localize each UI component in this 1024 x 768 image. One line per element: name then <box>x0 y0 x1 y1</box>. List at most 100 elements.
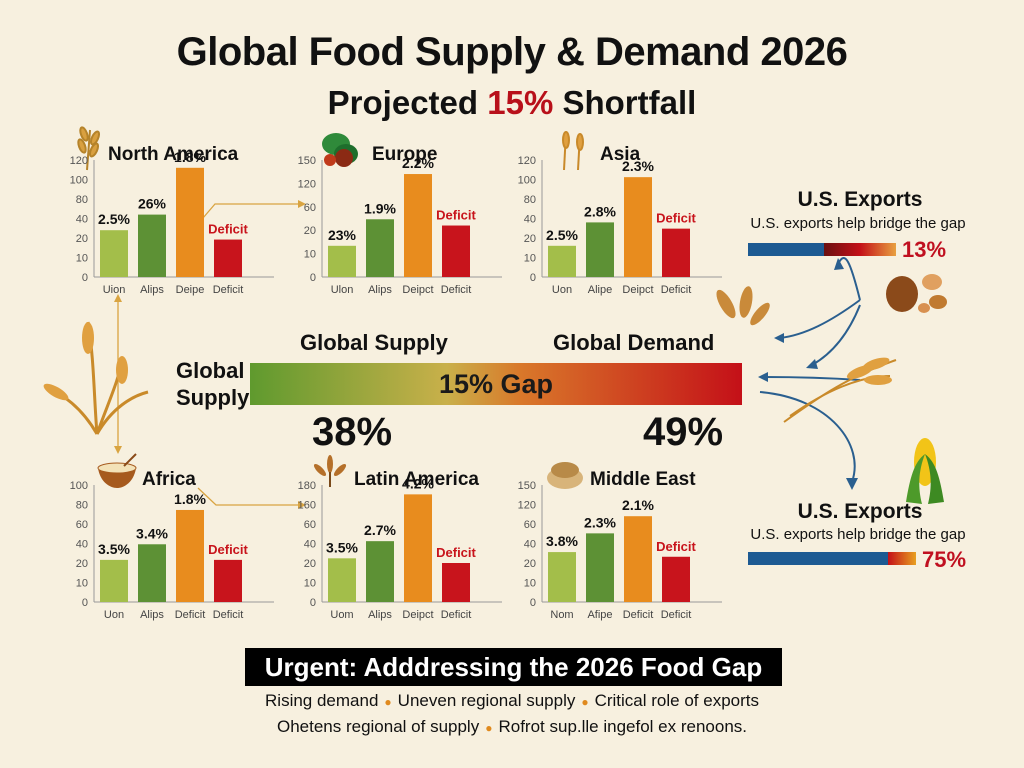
corn-icon <box>906 438 944 504</box>
chart-svg-middle-east: 0 10 20 40 60 120 150 3.8% Nom 2.3% Afipe 2.1% Defic… <box>518 480 722 621</box>
bar-1 <box>328 558 356 602</box>
export-arrowhead-2 <box>774 333 784 343</box>
y-tick-label: 10 <box>524 253 536 265</box>
bar-4 <box>442 563 470 602</box>
wheat-icon <box>77 126 101 171</box>
x-tick-label: Uon <box>552 284 572 296</box>
grain-bowl-icon <box>97 453 137 488</box>
y-tick-label: 160 <box>298 500 316 512</box>
bar-3 <box>176 167 204 277</box>
bar-4 <box>214 559 242 602</box>
bar-value-label: Deficit <box>656 539 696 554</box>
export-arrow-5 <box>759 391 856 483</box>
y-tick-label: 120 <box>518 155 536 167</box>
y-tick-label: 40 <box>76 539 88 551</box>
exports-bottom-bar-red <box>888 552 916 565</box>
export-arrowhead-4 <box>758 372 768 382</box>
y-tick-label: 10 <box>76 578 88 590</box>
connector-arrow-1 <box>298 200 306 208</box>
y-tick-label: 10 <box>304 249 316 261</box>
exports-top-bar <box>748 243 896 256</box>
bar-1 <box>100 230 128 277</box>
y-tick-label: 10 <box>524 578 536 590</box>
x-tick-label: Uion <box>103 284 126 296</box>
export-arrowhead-1 <box>834 258 844 270</box>
y-tick-label: 60 <box>304 519 316 531</box>
bar-value-label: 2.5% <box>546 227 578 243</box>
y-tick-label: 60 <box>304 202 316 214</box>
y-tick-label: 0 <box>310 597 316 609</box>
grain-sprig-icon <box>313 455 347 487</box>
y-tick-label: 120 <box>298 178 316 190</box>
chart-title: Europe <box>372 144 438 165</box>
connector-africa-latam <box>197 487 298 506</box>
chart-title: Asia <box>600 144 641 165</box>
bar-2 <box>138 544 166 602</box>
exports-bottom-bar-blue <box>748 552 888 565</box>
chart-svg-europe: 0 10 20 60 120 150 23% Ulon 1.9% Alips 2.2% Deipct D… <box>298 155 502 296</box>
export-arrow-2 <box>779 299 861 339</box>
footer-item: Rising demand <box>265 691 379 710</box>
y-tick-label: 0 <box>82 597 88 609</box>
export-arrow-1 <box>837 257 861 301</box>
connector-arrow-2 <box>298 501 306 509</box>
y-tick-label: 40 <box>76 214 88 226</box>
x-tick-label: Uom <box>330 609 353 621</box>
chart-svg-latin-america: 0 10 20 40 60 160 180 3.5% Uom 2.7% Alips 4.2% Deipc… <box>298 475 502 621</box>
chart-title: Middle East <box>590 469 696 490</box>
y-tick-label: 0 <box>530 272 536 284</box>
exports-bottom-percent: 75% <box>922 547 967 572</box>
bar-2 <box>366 219 394 277</box>
bar-2 <box>586 533 614 602</box>
bar-value-label: 3.8% <box>546 533 578 549</box>
y-tick-label: 20 <box>304 558 316 570</box>
x-tick-label: Deficit <box>441 284 472 296</box>
y-tick-label: 150 <box>298 155 316 167</box>
y-tick-label: 120 <box>70 155 88 167</box>
bar-1 <box>100 559 128 602</box>
y-tick-label: 10 <box>76 253 88 265</box>
y-tick-label: 180 <box>298 480 316 492</box>
chart-africa: 0 10 20 40 60 80 100 3.5% Uon 3.4% Alips 1.8% Defici… <box>62 465 282 630</box>
export-arrowhead-3 <box>806 359 818 369</box>
bar-4 <box>662 228 690 277</box>
bar-value-label: 4.2% <box>402 475 434 491</box>
subtitle-suffix: Shortfall <box>553 84 697 121</box>
bar-1 <box>548 245 576 277</box>
global-supply-label: Global Supply <box>300 330 448 355</box>
export-arrow-3 <box>811 304 861 366</box>
subtitle-highlight: 15% <box>487 84 554 121</box>
bullet-dot: ● <box>485 720 493 735</box>
y-tick-label: 20 <box>524 233 536 245</box>
y-tick-label: 60 <box>524 519 536 531</box>
chart-asia: 0 10 20 40 80 100 120 2.5% Uon 2.8% Alipe 2.3% Deipc… <box>510 140 730 305</box>
bar-value-label: 3.5% <box>326 539 358 555</box>
subtitle-prefix: Projected <box>327 84 488 121</box>
chart-north-america: 0 10 20 40 80 100 120 2.5% Uion 26% Alips 1.8% Deipe… <box>62 140 282 305</box>
demand-percent: 49% <box>643 410 724 454</box>
bar-value-label: 2.5% <box>98 211 130 227</box>
exports-top-title: U.S. Exports <box>797 188 923 211</box>
y-tick-label: 10 <box>304 578 316 590</box>
x-tick-label: Deficit <box>213 609 244 621</box>
connector-na-europe <box>202 203 298 219</box>
chart-svg-asia: 0 10 20 40 80 100 120 2.5% Uon 2.8% Alipe 2.3% Deipc… <box>518 155 722 296</box>
bar-value-label: 1.8% <box>174 149 206 165</box>
y-tick-label: 80 <box>524 194 536 206</box>
exports-top-percent: 13% <box>902 237 947 262</box>
x-tick-label: Deipct <box>402 284 433 296</box>
x-tick-label: Deficit <box>661 284 692 296</box>
bar-3 <box>404 494 432 602</box>
bar-value-label: 2.2% <box>402 155 434 171</box>
y-tick-label: 20 <box>76 233 88 245</box>
chart-europe: 0 10 20 60 120 150 23% Ulon 1.9% Alips 2.2% Deipct D… <box>290 140 510 305</box>
chart-svg-north-america: 0 10 20 40 80 100 120 2.5% Uion 26% Alips 1.8% Deipe… <box>70 149 274 296</box>
bar-value-label: 23% <box>328 227 357 243</box>
bar-value-label: 2.8% <box>584 203 616 219</box>
bar-value-label: 3.4% <box>136 525 168 541</box>
footer-item: Rofrot sup.lle ingefol ex renoons. <box>498 717 748 736</box>
supply-percent: 38% <box>312 410 393 454</box>
bar-value-label: Deficit <box>208 542 248 557</box>
y-tick-label: 20 <box>524 558 536 570</box>
